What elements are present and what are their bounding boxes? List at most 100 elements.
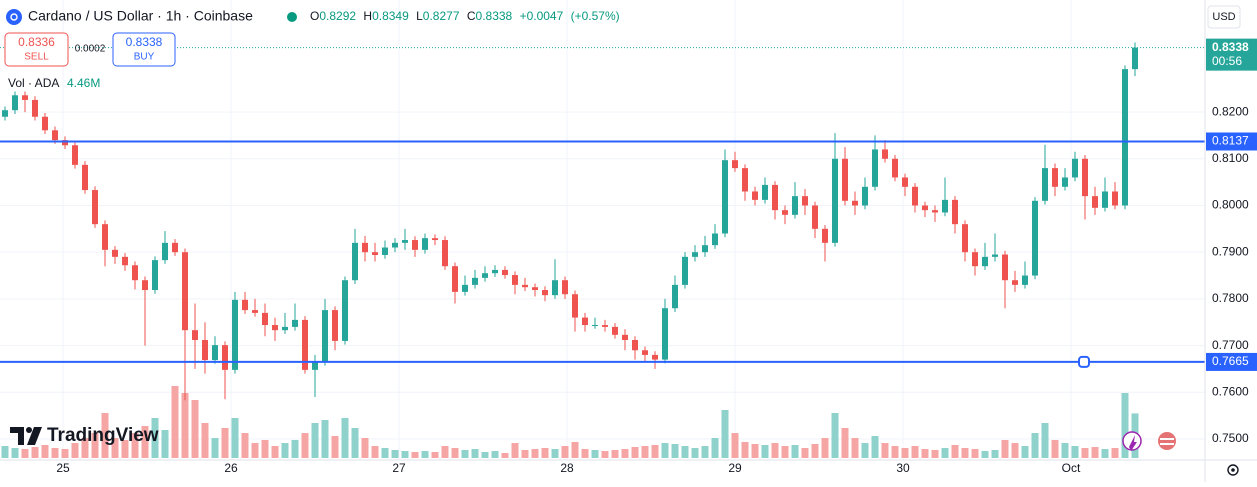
watermark-logo-slash [27,427,42,445]
candle-body [1122,69,1128,206]
volume-bar [211,438,219,458]
sell-button[interactable] [4,32,69,67]
candle-body [1112,191,1118,206]
volume-bar [871,436,879,458]
watermark-logo [10,427,24,445]
candle-body [362,242,368,253]
volume-bar [1041,423,1049,458]
volume-bar [781,446,789,458]
line-handle[interactable] [1078,355,1090,368]
x-tick-label: 29 [728,461,742,475]
volume-bar [551,449,559,458]
volume-bar [381,448,389,458]
volume-bar [741,442,749,458]
change: +0.0047 [520,9,564,23]
candle-body [292,319,298,327]
volume-bar [1101,449,1109,458]
volume-bar [261,440,269,458]
candle-body [942,199,948,213]
volume-bar [341,418,349,458]
candle-body [1082,158,1088,197]
volume-bar [431,452,439,458]
volume-bar [861,443,869,458]
candle-body [52,130,58,141]
volume-bar [251,443,259,458]
volume-bar [471,449,479,458]
candle-body [732,160,738,169]
sell-price: 0.8336 [18,35,55,49]
candle-body [902,177,908,187]
volume-bar [771,443,779,458]
volume-bar [71,443,79,458]
l-value: 0.8277 [423,9,460,23]
volume-bar [541,448,549,458]
event-icon-bolt [1129,435,1137,451]
volume-bar [281,443,289,458]
volume-bar [921,449,929,458]
settings-icon[interactable] [1227,464,1239,476]
y-tick-label: 0.8000 [1212,198,1249,212]
candle-body [532,287,538,291]
volume-bar [821,438,829,458]
candle-body [802,196,808,206]
candle-body [922,205,928,211]
candle-body [1072,158,1078,178]
candle-body [912,186,918,206]
candle-body [72,145,78,165]
candle-body [1032,200,1038,276]
ohlc-legend: O0.8292 H0.8349 L0.8277 C0.8338 +0.0047 … [310,9,620,23]
volume-bar [691,448,699,458]
candle-body [1002,254,1008,281]
candle-body [102,224,108,250]
sell-label: SELL [24,52,49,63]
candle-body [232,299,238,370]
volume-bar [981,451,989,458]
volume-bar [401,451,409,458]
y-tick-label: 0.8200 [1212,104,1249,118]
volume-bar [1021,446,1029,458]
volume-bar [631,447,639,458]
y-tick-label: 0.8100 [1212,151,1249,165]
candle-body [602,325,608,327]
volume-bar [671,444,679,458]
buy-button[interactable] [112,32,176,67]
volume-bar [841,428,849,458]
flag-icon[interactable] [1158,432,1176,450]
watermark-text: TradingView [47,425,159,446]
candle-body [462,284,468,292]
price-line-label: 0.8137 [1212,134,1249,148]
currency-button[interactable] [1207,5,1241,29]
y-tick-label: 0.7900 [1212,244,1249,258]
c-value: 0.8338 [476,9,513,23]
volume-bar [911,446,919,458]
candle-body [852,200,858,206]
volume-bar [661,443,669,458]
candle-body [812,205,818,229]
flag-stripe [1160,443,1174,445]
price-line-tag [1206,352,1257,371]
volume-bar [641,446,649,458]
volume-bar [651,445,659,458]
x-tick-label: 28 [560,461,574,475]
volume-bar [121,440,129,458]
x-tick-label: Oct [1062,461,1081,475]
candle-body [312,361,318,370]
y-tick-label: 0.7500 [1212,431,1249,445]
candle-body [542,290,548,296]
coin-icon[interactable] [6,9,22,25]
candle-body [392,242,398,248]
watermark: TradingView [10,425,159,446]
volume-bar [441,446,449,458]
candle-body [192,330,198,340]
axis-layer: 0.8200 0.8100 0.8000 0.7900 0.7800 0.7700 0.76… [56,38,1257,475]
candle-body [872,149,878,187]
volume-bar [791,445,799,458]
candle-body [952,199,958,225]
volume-bar [221,428,229,458]
volume-bar [461,450,469,458]
candle-body [172,242,178,253]
symbol-title[interactable]: Cardano / US Dollar · 1h · Coinbase [28,8,253,24]
candle-body [822,228,828,243]
volume-bar [391,450,399,458]
volume-bar [311,423,319,458]
